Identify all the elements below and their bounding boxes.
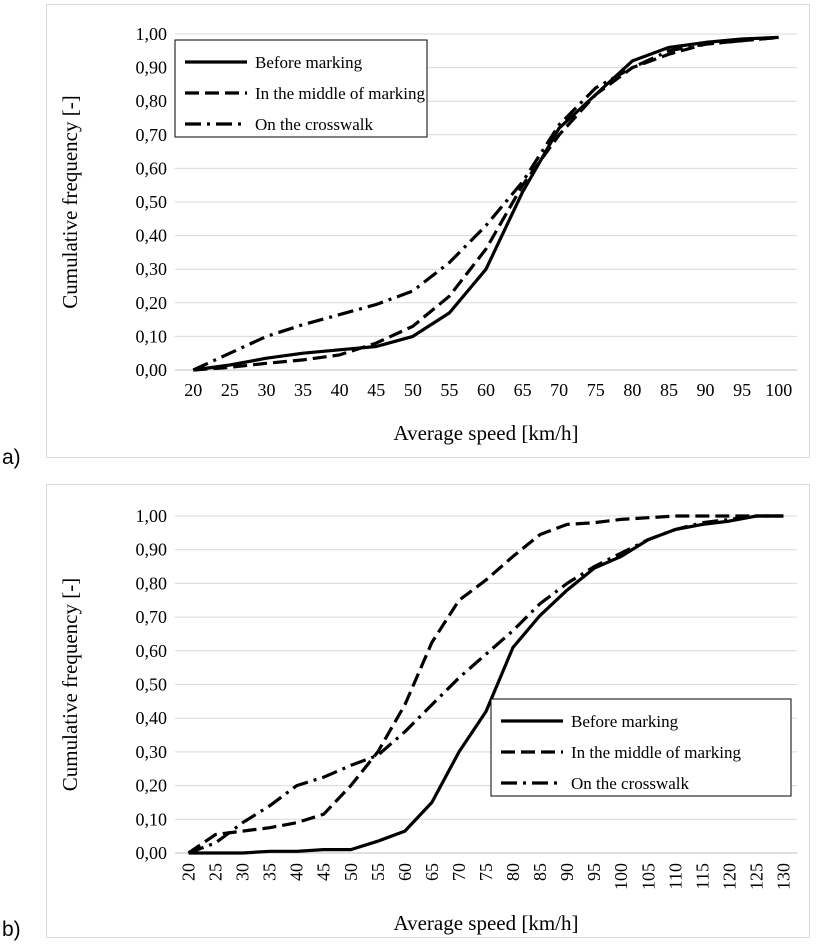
x-tick-label: 65 (422, 863, 442, 881)
x-tick-label: 50 (404, 380, 422, 400)
y-tick-label: 0,90 (136, 58, 168, 78)
x-tick-label: 80 (503, 863, 523, 881)
chart-panel-a: 0,00 0,10 0,20 0,30 0,40 0,50 0,60 0,70 0,80 0,90… (46, 4, 810, 458)
x-tick-label: 70 (550, 380, 568, 400)
series-line-dashdot (187, 514, 784, 855)
y-tick-label: 0,30 (136, 742, 168, 762)
x-tick-label: 35 (260, 863, 280, 881)
x-tick-label: 105 (638, 863, 658, 890)
x-tick-label: 25 (221, 380, 239, 400)
series-line-dashed (187, 514, 784, 855)
y-tick-label: 0,10 (136, 809, 168, 829)
panel-label-a: a) (2, 446, 21, 469)
x-tick-label: 55 (440, 380, 458, 400)
x-axis-title: Average speed [km/h] (393, 421, 578, 445)
x-tick-label: 75 (587, 380, 605, 400)
x-tick-label: 80 (623, 380, 641, 400)
chart-a-svg: 0,00 0,10 0,20 0,30 0,40 0,50 0,60 0,70 0,80 0,90… (58, 24, 797, 445)
x-tick-label: 85 (660, 380, 678, 400)
x-tick-label: 90 (697, 380, 715, 400)
x-tick-label: 25 (206, 863, 226, 881)
x-tick-label: 100 (765, 380, 792, 400)
x-tick-label: 120 (719, 863, 739, 890)
chart-b-svg: 0,00 0,10 0,20 0,30 0,40 0,50 0,60 0,70 0,80 0,90… (58, 506, 797, 935)
y-tick-label: 0,50 (136, 675, 168, 695)
x-tick-label: 75 (476, 863, 496, 881)
y-tick-label: 0,60 (136, 158, 168, 178)
x-tick-label: 85 (530, 863, 550, 881)
x-tick-label: 45 (367, 380, 385, 400)
x-tick-label: 40 (331, 380, 349, 400)
x-tick-label: 55 (368, 863, 388, 881)
y-tick-label: 0,90 (136, 540, 168, 560)
y-tick-label: 0,20 (136, 776, 168, 796)
x-tick-label: 60 (395, 863, 415, 881)
legend: Before marking In the middle of marking On… (490, 698, 792, 797)
series-line-dashdot (192, 35, 779, 372)
y-tick-label: 0,70 (136, 607, 168, 627)
y-tick-label: 0,00 (136, 360, 168, 380)
x-tick-label: 95 (584, 863, 604, 881)
y-tick-label: 0,30 (136, 259, 168, 279)
y-tick-label: 0,70 (136, 125, 168, 145)
x-tick-label: 60 (477, 380, 495, 400)
x-tick-label: 30 (257, 380, 275, 400)
y-tick-label: 0,40 (136, 226, 168, 246)
x-tick-label: 50 (341, 863, 361, 881)
x-tick-label: 20 (179, 863, 199, 881)
legend-label: In the middle of marking (255, 84, 425, 103)
legend: Before marking In the middle of marking On… (174, 39, 428, 138)
x-axis-title: Average speed [km/h] (393, 911, 578, 935)
y-tick-label: 0,10 (136, 326, 168, 346)
legend-label: On the crosswalk (571, 774, 690, 793)
x-tick-label: 70 (449, 863, 469, 881)
panel-label-b: b) (2, 918, 21, 941)
chart-panel-b: 0,00 0,10 0,20 0,30 0,40 0,50 0,60 0,70 0,80 0,90… (46, 484, 810, 938)
y-tick-label: 0,80 (136, 91, 168, 111)
x-tick-label: 65 (514, 380, 532, 400)
y-tick-label: 0,20 (136, 293, 168, 313)
y-tick-label: 0,60 (136, 641, 168, 661)
y-tick-label: 0,40 (136, 708, 168, 728)
x-tick-label: 30 (233, 863, 253, 881)
series-line-solid (193, 35, 779, 372)
x-tick-label: 125 (746, 863, 766, 890)
legend-label: On the crosswalk (255, 115, 374, 134)
legend-label: In the middle of marking (571, 743, 741, 762)
y-axis-title: Cumulative frequency [-] (58, 578, 82, 791)
y-axis-title: Cumulative frequency [-] (58, 95, 82, 308)
x-tick-label: 95 (733, 380, 751, 400)
x-tick-label: 20 (184, 380, 202, 400)
y-tick-label: 1,00 (136, 24, 168, 44)
y-tick-label: 0,00 (136, 843, 168, 863)
y-tick-label: 1,00 (136, 506, 168, 526)
y-tick-label: 0,50 (136, 192, 168, 212)
x-tick-label: 110 (665, 863, 685, 889)
legend-box (174, 39, 428, 138)
legend-label: Before marking (255, 53, 363, 72)
series-line-dashed (193, 35, 779, 372)
y-tick-label: 0,80 (136, 573, 168, 593)
legend-box (490, 698, 792, 797)
x-tick-label: 130 (773, 863, 793, 890)
x-tick-label: 115 (692, 863, 712, 889)
x-tick-label: 40 (287, 863, 307, 881)
legend-label: Before marking (571, 712, 679, 731)
x-tick-label: 100 (611, 863, 631, 890)
x-tick-label: 45 (314, 863, 334, 881)
x-tick-label: 90 (557, 863, 577, 881)
x-tick-label: 35 (294, 380, 312, 400)
